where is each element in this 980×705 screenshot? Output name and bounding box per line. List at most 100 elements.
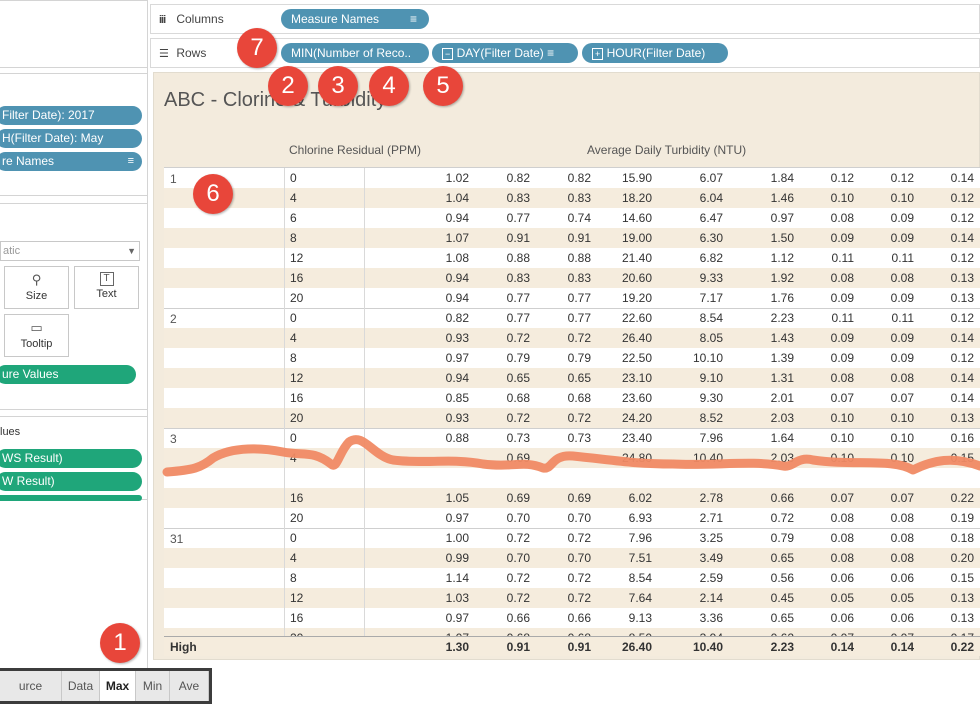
value-cell: 0.09 [890, 331, 914, 345]
value-cell: 0.09 [890, 231, 914, 245]
hour-cell: 4 [290, 331, 297, 345]
value-cell: 0.13 [950, 271, 974, 285]
value-cell: 0.69 [567, 491, 591, 505]
value-cell: 14.60 [621, 211, 652, 225]
value-cell: 2.03 [770, 411, 794, 425]
value-cell: 6.30 [699, 231, 723, 245]
rows-pill-hour[interactable]: + HOUR(Filter Date) [582, 43, 728, 63]
value-cell: 2.23 [770, 311, 794, 325]
high-value-cell: 1.30 [445, 640, 469, 654]
sheet-tab-ave[interactable]: Ave [170, 671, 209, 701]
value-cell: 0.73 [567, 431, 591, 445]
filter-pill-year[interactable]: Filter Date): 2017 [0, 106, 142, 125]
sheet-tab-min[interactable]: Min [136, 671, 170, 701]
rows-pill-min-number[interactable]: MIN(Number of Reco.. [281, 43, 429, 63]
value-cell: 0.70 [506, 551, 530, 565]
data-table: 0 1.02 0.82 0.82 15.90 6.07 1.84 0.12 0.12 0.14 4 1… [164, 167, 980, 656]
filter-pill-measure-names[interactable]: re Names ≡ [0, 152, 142, 171]
value-pill-ws-result[interactable]: WS Result) [0, 449, 142, 468]
columns-shelf: iii Columns Measure Names ≡ [150, 4, 980, 34]
value-cell: 0.14 [950, 171, 974, 185]
value-cell: 0.72 [506, 591, 530, 605]
value-cell: 0.66 [770, 491, 794, 505]
value-cell: 0.82 [567, 171, 591, 185]
value-cell: 15.90 [621, 171, 652, 185]
value-cell: 7.96 [628, 531, 652, 545]
value-cell: 6.93 [628, 511, 652, 525]
measure-values-pill[interactable]: ure Values [0, 365, 136, 384]
rows-label: Rows [176, 46, 207, 60]
expand-icon: + [592, 48, 604, 60]
hour-cell: 12 [290, 371, 304, 385]
value-cell: 0.14 [950, 331, 974, 345]
value-cell: 0.11 [891, 251, 914, 265]
header-turbidity: Average Daily Turbidity (NTU) [587, 143, 747, 157]
value-cell: 0.79 [567, 351, 591, 365]
hour-cell: 4 [290, 191, 297, 205]
value-cell: 0.08 [830, 211, 854, 225]
value-cell: 3.25 [699, 531, 723, 545]
value-cell: 0.77 [506, 211, 530, 225]
table-row: 16 1.05 0.69 0.69 6.02 2.78 0.66 0.07 0.07 0.22 [164, 488, 980, 508]
value-cell: 0.10 [890, 191, 914, 205]
value-cell: 0.09 [830, 351, 854, 365]
value-cell: 0.09 [830, 231, 854, 245]
value-cell: 1.05 [445, 491, 469, 505]
value-cell: 6.04 [699, 191, 723, 205]
value-cell: 26.40 [621, 331, 652, 345]
sheet-tab-urce[interactable]: urce [0, 671, 62, 701]
text-button[interactable]: T Text [74, 266, 139, 309]
value-cell: 22.60 [621, 311, 652, 325]
value-cell: 1.08 [445, 251, 469, 265]
hour-cell: 20 [290, 411, 304, 425]
value-cell: 1.07 [445, 231, 469, 245]
value-cell: 0.11 [831, 311, 854, 325]
high-value-cell: 0.91 [567, 640, 591, 654]
rows-icon: ☰ [159, 48, 169, 60]
value-cell: 0.82 [506, 171, 530, 185]
chevron-down-icon: ▼ [127, 246, 136, 256]
value-cell: 0.13 [950, 611, 974, 625]
value-cell: 0.07 [890, 491, 914, 505]
table-row: 16 0.97 0.66 0.66 9.13 3.36 0.65 0.06 0.06 0.13 [164, 608, 980, 628]
value-cell: 0.13 [950, 291, 974, 305]
measure-values-card: lues WS Result) W Result) [0, 416, 147, 501]
value-cell: 0.56 [770, 571, 794, 585]
value-cell: 0.72 [567, 591, 591, 605]
value-cell: 1.84 [770, 171, 794, 185]
rows-pill-day[interactable]: − DAY(Filter Date) ≡ [432, 43, 578, 63]
value-pill-w-result[interactable]: W Result) [0, 472, 142, 491]
table-row: 8 1.14 0.72 0.72 8.54 2.59 0.56 0.06 0.06 0.15 [164, 568, 980, 588]
hour-cell: 0 [290, 531, 297, 545]
table-row: 16 0.94 0.83 0.83 20.60 9.33 1.92 0.08 0.08 0.13 [164, 268, 980, 288]
viz-area: ABC - Clorine & Turbidity Chlorine Resid… [153, 72, 980, 660]
value-cell: 0.94 [445, 271, 469, 285]
measure-values-title: lues [0, 426, 21, 438]
hour-cell: 12 [290, 591, 304, 605]
value-cell: 0.72 [567, 531, 591, 545]
high-value-cell: 2.23 [770, 640, 794, 654]
size-button[interactable]: ⚲ Size [4, 266, 69, 309]
value-pill-partial[interactable] [0, 495, 142, 501]
hour-cell: 8 [290, 231, 297, 245]
high-value-cell: 0.14 [890, 640, 914, 654]
value-cell: 2.59 [699, 571, 723, 585]
value-cell: 0.65 [770, 611, 794, 625]
value-cell: 0.74 [567, 211, 591, 225]
high-value-cell: 0.22 [950, 640, 974, 654]
value-cell: 6.07 [699, 171, 723, 185]
sheet-tab-max[interactable]: Max [100, 671, 136, 701]
columns-pill-measure-names[interactable]: Measure Names ≡ [281, 9, 429, 29]
mark-type-select[interactable]: atic ▼ [0, 241, 140, 261]
value-cell: 0.72 [770, 511, 794, 525]
day-label: 31 [170, 532, 184, 546]
value-cell: 20.60 [621, 271, 652, 285]
filter-pill-month[interactable]: H(Filter Date): May [0, 129, 142, 148]
filter-pill-label: re Names [2, 154, 55, 168]
value-cell: 0.94 [445, 211, 469, 225]
hour-cell: 16 [290, 391, 304, 405]
text-label: Text [96, 288, 117, 300]
sheet-tab-data[interactable]: Data [62, 671, 100, 701]
value-cell: 0.73 [506, 431, 530, 445]
tooltip-button[interactable]: ▭ Tooltip [4, 314, 69, 357]
